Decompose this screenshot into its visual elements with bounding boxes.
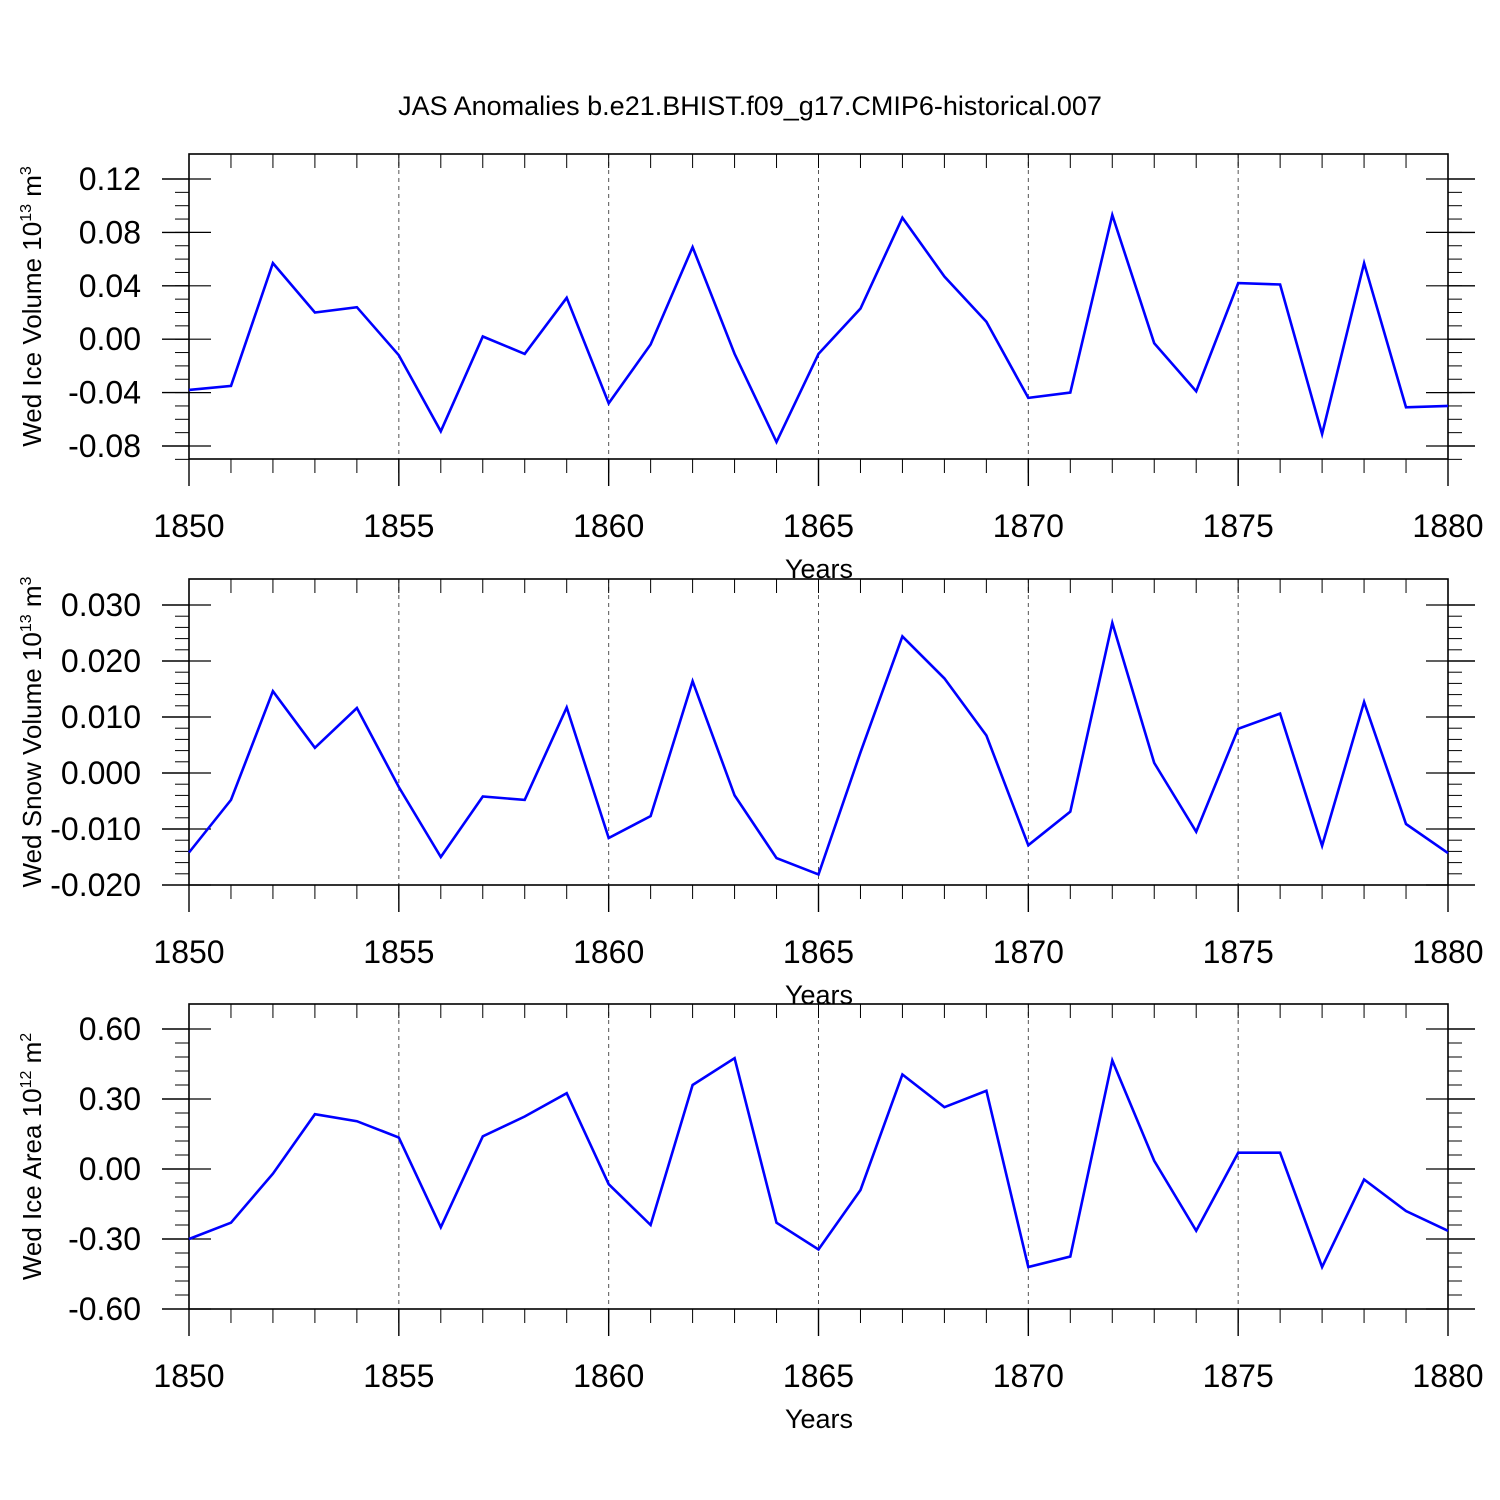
y-tick-label: -0.30: [68, 1221, 141, 1257]
y-axis-label-main: Wed Ice Volume 10: [17, 222, 47, 447]
y-axis-label-unit: m: [17, 1042, 47, 1071]
x-tick-label: 1865: [783, 508, 854, 544]
y-axis-label: Wed Snow Volume 1013 m3: [17, 576, 47, 887]
x-tick-label: 1875: [1203, 1358, 1274, 1394]
x-tick-label: 1870: [993, 508, 1064, 544]
y-tick-label: 0.04: [79, 268, 141, 304]
y-axis-label-main: Wed Snow Volume 10: [17, 632, 47, 887]
y-tick-label: -0.04: [68, 375, 141, 411]
y-tick-label: 0.00: [79, 321, 141, 357]
x-tick-label: 1870: [993, 934, 1064, 970]
x-axis-label: Years: [785, 1404, 853, 1434]
y-tick-label: -0.60: [68, 1291, 141, 1327]
y-tick-label: 0.08: [79, 214, 141, 250]
y-axis-label: Wed Ice Area 1012 m2: [17, 1033, 47, 1280]
x-tick-label: 1860: [573, 508, 644, 544]
y-axis-label-unit-exp: 3: [18, 576, 35, 585]
y-axis-label-main: Wed Ice Area 10: [17, 1088, 47, 1280]
x-tick-label: 1860: [573, 934, 644, 970]
x-tick-label: 1880: [1412, 508, 1483, 544]
y-tick-label: 0.00: [79, 1151, 141, 1187]
x-tick-label: 1850: [153, 508, 224, 544]
x-tick-label: 1880: [1412, 934, 1483, 970]
y-axis-label-exp: 13: [18, 204, 35, 222]
x-tick-label: 1850: [153, 934, 224, 970]
x-tick-label: 1875: [1203, 934, 1274, 970]
x-tick-label: 1855: [363, 1358, 434, 1394]
y-tick-label: 0.020: [61, 643, 141, 679]
data-series-line: [188, 1056, 1449, 1271]
panel-3: 0.60 0.30 0.00 -0.30 -0.60 1850 1855 1860 1865 18…: [17, 1003, 1484, 1434]
y-tick-label: -0.020: [50, 867, 141, 903]
y-axis-label-exp: 13: [18, 614, 35, 632]
chart-title: JAS Anomalies b.e21.BHIST.f09_g17.CMIP6-…: [398, 91, 1102, 121]
x-tick-label: 1875: [1203, 508, 1274, 544]
y-axis-label-unit-exp: 2: [18, 1033, 35, 1042]
y-axis-label-unit: m: [17, 585, 47, 614]
x-tick-label: 1855: [363, 508, 434, 544]
x-tick-label: 1880: [1412, 1358, 1483, 1394]
y-tick-label: 0.030: [61, 587, 141, 623]
x-tick-label: 1865: [783, 934, 854, 970]
x-tick-label: 1860: [573, 1358, 644, 1394]
x-tick-label: 1870: [993, 1358, 1064, 1394]
panel-2: 0.030 0.020 0.010 0.000 -0.010 -0.020 1850 1855…: [17, 576, 1484, 1010]
y-axis-label-unit-exp: 3: [18, 166, 35, 175]
data-series-line: [188, 210, 1449, 446]
panel-1: 0.12 0.08 0.04 0.00 -0.04 -0.08 1850 1855 1860 18…: [17, 153, 1484, 584]
y-axis-label-exp: 12: [18, 1071, 35, 1089]
y-tick-label: 0.010: [61, 699, 141, 735]
y-tick-label: 0.30: [79, 1081, 141, 1117]
y-tick-label: 0.000: [61, 755, 141, 791]
x-tick-label: 1855: [363, 934, 434, 970]
y-tick-label: -0.08: [68, 428, 141, 464]
y-tick-label: 0.60: [79, 1011, 141, 1047]
y-axis-label-unit: m: [17, 175, 47, 204]
x-tick-label: 1850: [153, 1358, 224, 1394]
y-tick-label: 0.12: [79, 161, 141, 197]
y-axis-label: Wed Ice Volume 1013 m3: [17, 166, 47, 447]
y-tick-label: -0.010: [50, 811, 141, 847]
x-tick-label: 1865: [783, 1358, 854, 1394]
